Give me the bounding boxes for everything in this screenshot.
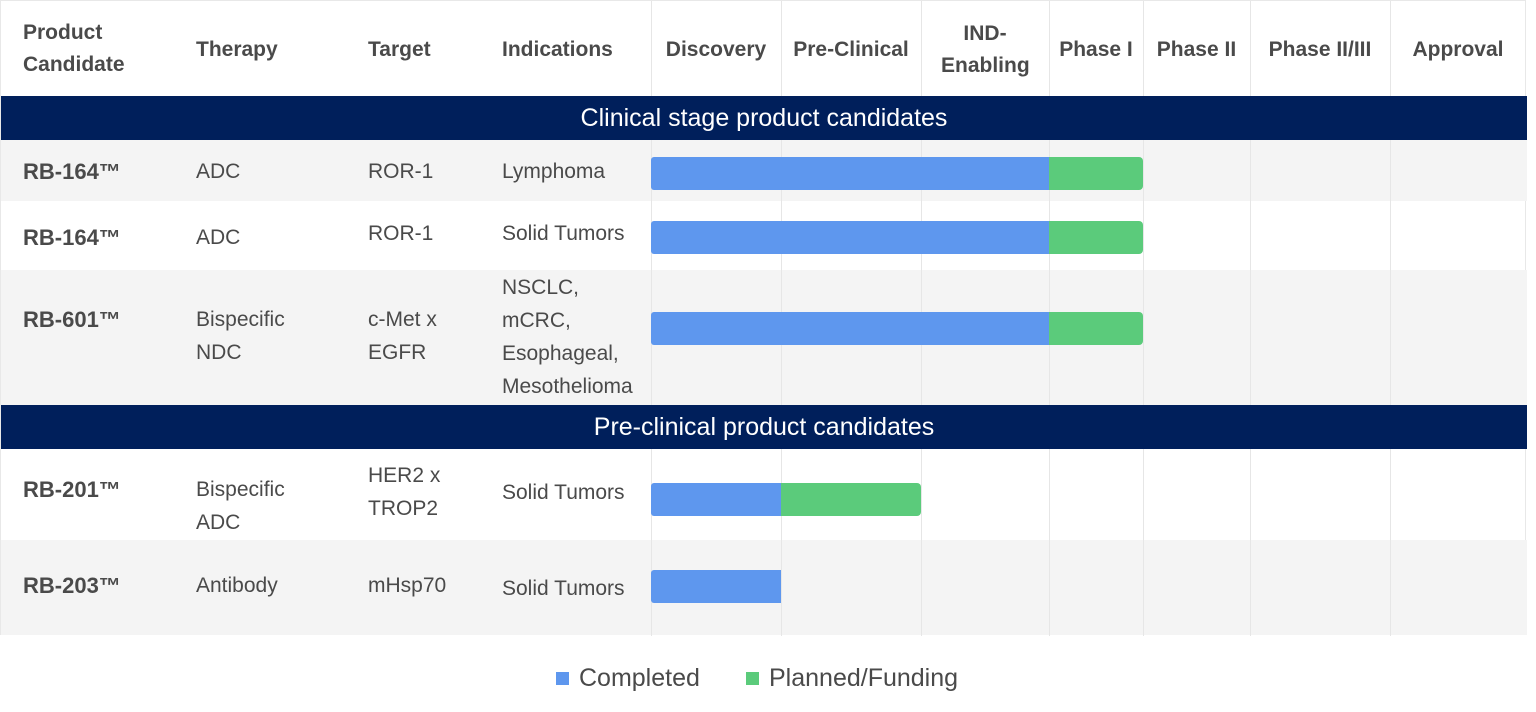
indications-cell: NSCLC, mCRC, Esophageal, Mesothelioma <box>502 276 633 398</box>
planned-bar <box>1049 157 1143 190</box>
completed-swatch-icon <box>556 672 569 685</box>
legend-completed: Completed <box>556 664 700 693</box>
therapy-cell: ADC <box>196 226 241 249</box>
therapy-cell: Antibody <box>196 574 278 597</box>
indications-cell: Lymphoma <box>502 160 606 183</box>
legend-completed-label: Completed <box>579 664 700 692</box>
indications-cell: Solid Tumors <box>502 222 625 245</box>
product-name: RB-601™ <box>23 307 121 332</box>
header-therapy: Therapy <box>196 38 278 61</box>
header-stage: Phase II <box>1156 38 1237 61</box>
target-cell: mHsp70 <box>368 574 447 597</box>
indications-cell: Solid Tumors <box>502 577 625 600</box>
planned-swatch-icon <box>746 672 759 685</box>
pipeline-table: Product Candidate Therapy Target Indicat… <box>0 0 1527 636</box>
stage-divider <box>1143 1 1144 636</box>
product-name: RB-201™ <box>23 477 121 502</box>
product-name: RB-164™ <box>23 159 121 184</box>
header-stage: Approval <box>1412 38 1504 61</box>
legend-planned: Planned/Funding <box>746 664 958 693</box>
completed-bar <box>651 157 1049 190</box>
section-band-preclinical: Pre-clinical product candidates <box>1 405 1527 449</box>
target-cell: HER2 x TROP2 <box>368 464 441 520</box>
header-stage: IND-Enabling <box>941 22 1030 77</box>
product-name: RB-164™ <box>23 225 121 250</box>
legend-planned-label: Planned/Funding <box>769 664 959 692</box>
planned-bar <box>1049 221 1143 254</box>
completed-bar <box>651 483 781 516</box>
stage-divider <box>1250 1 1251 636</box>
section-band-clinical: Clinical stage product candidates <box>1 96 1527 140</box>
header-stage: Phase I <box>1059 38 1133 61</box>
therapy-cell: Bispecific ADC <box>196 478 285 534</box>
target-cell: ROR-1 <box>368 222 434 245</box>
stage-divider <box>1390 1 1391 636</box>
header-indications: Indications <box>502 38 613 61</box>
planned-bar <box>781 483 921 516</box>
header-target: Target <box>368 38 431 61</box>
header-stage: Pre-Clinical <box>793 38 909 61</box>
product-name: RB-203™ <box>23 573 121 598</box>
target-cell: ROR-1 <box>368 160 434 183</box>
completed-bar <box>651 312 1049 345</box>
target-cell: c-Met x EGFR <box>368 308 437 364</box>
indications-cell: Solid Tumors <box>502 481 625 504</box>
planned-bar <box>1049 312 1143 345</box>
header-stage: Discovery <box>665 38 767 61</box>
therapy-cell: ADC <box>196 160 241 183</box>
completed-bar <box>651 221 1049 254</box>
header-product: Product Candidate <box>23 21 125 76</box>
therapy-cell: Bispecific NDC <box>196 308 285 364</box>
header-stage: Phase II/III <box>1268 38 1372 61</box>
completed-bar <box>651 570 781 603</box>
